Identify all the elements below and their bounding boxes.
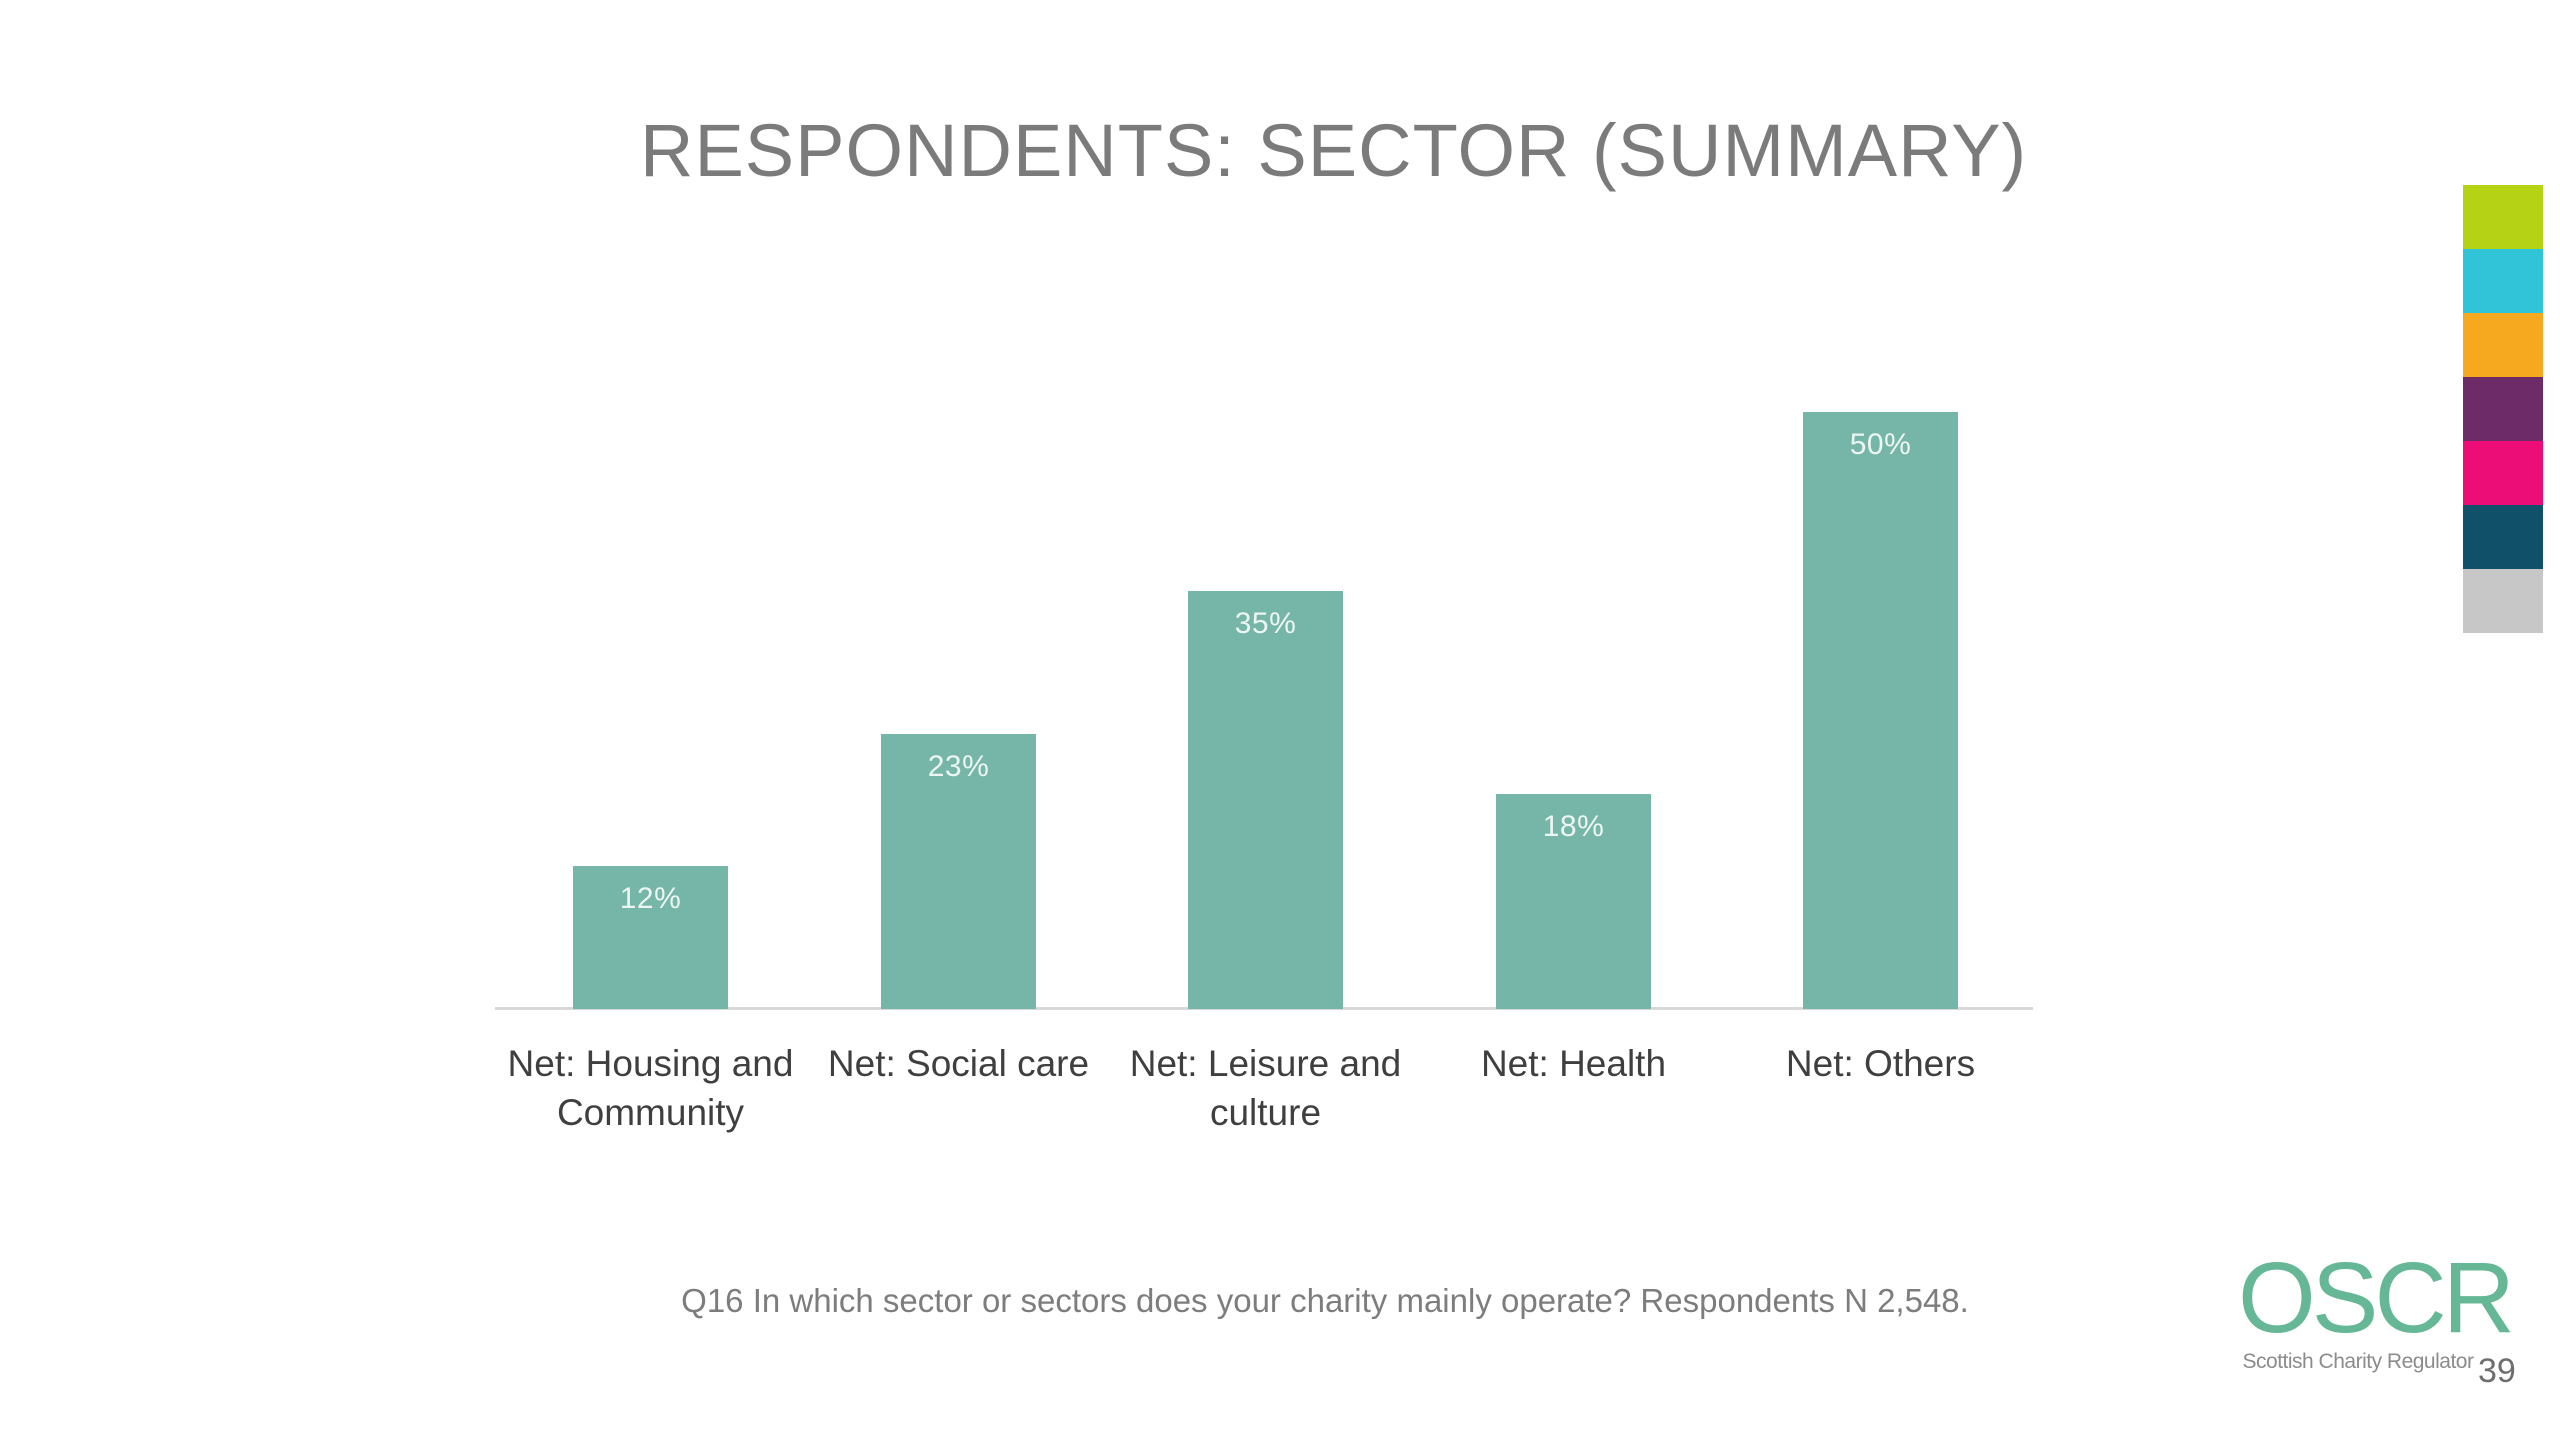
bar-value-label: 23%	[927, 750, 990, 783]
palette-color-block	[2463, 377, 2543, 441]
bar-value-label: 50%	[1849, 428, 1912, 461]
bar-category-label: Net: Leisure and culture	[1129, 1043, 1402, 1133]
bar-value-label: 12%	[619, 882, 682, 915]
bar-chart: 12% Net: Housing and Community 23% Net: Soc…	[495, 0, 2033, 1300]
palette-color-block	[2463, 569, 2543, 633]
footnote: Q16 In which sector or sectors does your…	[681, 1282, 1969, 1319]
bar-category-label: Net: Others	[1785, 1043, 1976, 1084]
bar-category-label: Net: Social care	[827, 1043, 1090, 1084]
bar: 35%	[1188, 591, 1343, 1009]
palette-color-block	[2463, 313, 2543, 377]
oscr-logo-text: OSCR	[2238, 1242, 2515, 1354]
bar-category-label: Net: Health	[1480, 1043, 1667, 1084]
bar-value-label: 35%	[1234, 607, 1297, 640]
bar: 50%	[1803, 412, 1958, 1009]
bar-category-label: Net: Housing and Community	[507, 1043, 794, 1133]
bar: 18%	[1496, 794, 1651, 1009]
bar-value-label: 18%	[1542, 810, 1605, 843]
bar: 12%	[573, 866, 728, 1009]
oscr-logo: OSCR Scottish Charity Regulator	[2238, 1242, 2515, 1374]
palette-color-block	[2463, 505, 2543, 569]
palette-color-block	[2463, 185, 2543, 249]
palette-color-block	[2463, 441, 2543, 505]
oscr-logo-tagline: Scottish Charity Regulator	[2242, 1350, 2474, 1373]
palette-strip	[2463, 185, 2543, 633]
slide-title: RESPONDENTS: SECTOR (SUMMARY)	[640, 109, 2028, 192]
palette-color-block	[2463, 249, 2543, 313]
bar: 23%	[881, 734, 1036, 1009]
page-number: 39	[2478, 1352, 2516, 1390]
